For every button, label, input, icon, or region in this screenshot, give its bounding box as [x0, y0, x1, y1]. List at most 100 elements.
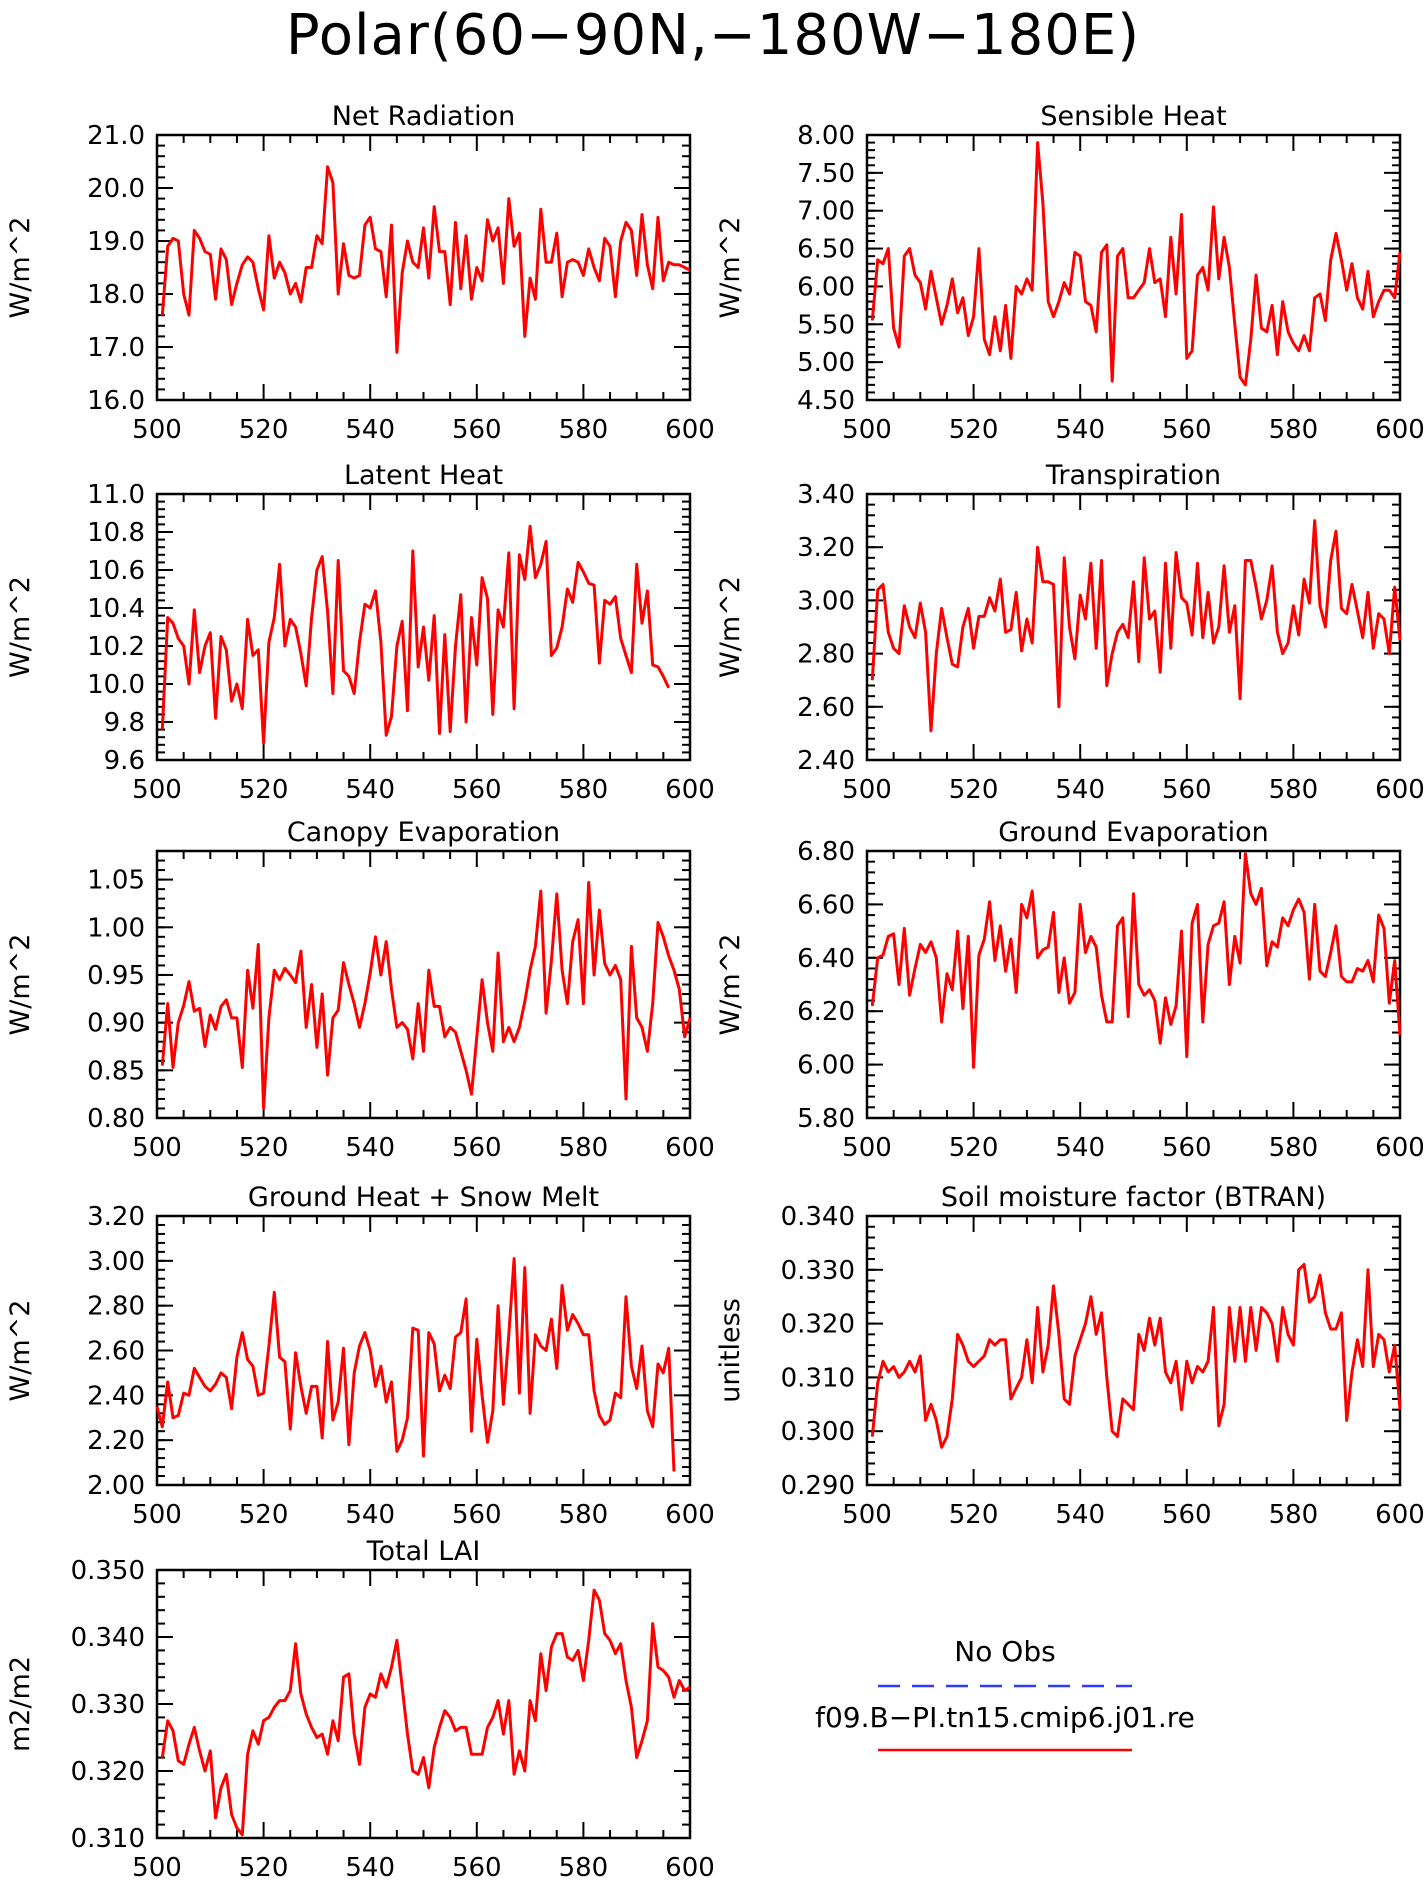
x-tick-label: 520 — [239, 1133, 289, 1163]
chart-panel-9: Total LAI m2/m2 500 520 540 560 580 600 0.310 0.3… — [5, 1536, 715, 1883]
x-tick-label: 540 — [1055, 1500, 1105, 1530]
x-tick-label: 540 — [345, 415, 395, 445]
y-tick-label: 0.330 — [781, 1256, 855, 1286]
y-axis-label: W/m^2 — [5, 576, 36, 678]
x-tick-label: 560 — [452, 775, 502, 805]
y-tick-label: 3.00 — [87, 1247, 145, 1277]
legend-obs-label: No Obs — [954, 1635, 1055, 1668]
legend-model-label: f09.B−PI.tn15.cmip6.j01.re — [815, 1701, 1195, 1734]
x-tick-label: 600 — [665, 1500, 715, 1530]
x-tick-label: 580 — [559, 1853, 609, 1883]
x-tick-label: 580 — [1269, 1500, 1319, 1530]
x-tick-label: 600 — [665, 415, 715, 445]
x-tick-label: 540 — [1055, 415, 1105, 445]
chart-title: Net Radiation — [332, 101, 516, 132]
x-tick-label: 500 — [132, 775, 182, 805]
y-tick-label: 10.4 — [87, 594, 145, 624]
x-tick-label: 600 — [1375, 1500, 1425, 1530]
x-tick-label: 580 — [1269, 1133, 1319, 1163]
x-tick-label: 560 — [452, 1500, 502, 1530]
y-tick-label: 2.40 — [87, 1381, 145, 1411]
x-tick-label: 540 — [345, 1500, 395, 1530]
y-tick-label: 0.340 — [71, 1623, 145, 1653]
y-tick-label: 3.20 — [87, 1202, 145, 1232]
x-tick-label: 580 — [1269, 775, 1319, 805]
y-tick-label: 6.50 — [797, 235, 855, 265]
x-tick-label: 600 — [1375, 775, 1425, 805]
y-tick-label: 6.60 — [797, 890, 855, 920]
y-axis-label: W/m^2 — [715, 217, 746, 319]
series-line — [870, 141, 1402, 387]
series-line — [870, 852, 1402, 1069]
y-tick-label: 7.50 — [797, 159, 855, 189]
x-tick-label: 520 — [239, 775, 289, 805]
y-tick-label: 9.8 — [104, 708, 145, 738]
y-tick-label: 0.320 — [71, 1757, 145, 1787]
y-axis-label: W/m^2 — [5, 934, 36, 1036]
y-tick-label: 6.80 — [797, 837, 855, 867]
y-tick-label: 3.40 — [797, 480, 855, 510]
chart-panel-7: Ground Heat + Snow Melt W/m^2 500 520 540 560… — [5, 1182, 715, 1530]
y-tick-label: 0.310 — [781, 1363, 855, 1393]
y-tick-label: 2.60 — [87, 1337, 145, 1367]
x-tick-label: 600 — [1375, 1133, 1425, 1163]
y-tick-label: 0.330 — [71, 1690, 145, 1720]
chart-title: Latent Heat — [344, 460, 503, 491]
chart-title: Transpiration — [1045, 460, 1221, 491]
page-title: Polar(60−90N,−180W−180E) — [285, 3, 1141, 68]
chart-panel-1: Net Radiation W/m^2 500 520 540 560 580 600 16.0… — [5, 101, 715, 445]
y-tick-label: 0.290 — [781, 1471, 855, 1501]
y-tick-label: 0.320 — [781, 1310, 855, 1340]
y-tick-label: 8.00 — [797, 121, 855, 151]
series-line — [160, 524, 671, 745]
y-tick-label: 20.0 — [87, 174, 145, 204]
x-tick-label: 500 — [132, 415, 182, 445]
plot-frame — [155, 133, 692, 402]
x-tick-label: 500 — [842, 1500, 892, 1530]
y-tick-label: 2.20 — [87, 1426, 145, 1456]
y-tick-label: 16.0 — [87, 386, 145, 416]
y-tick-label: 1.05 — [87, 866, 145, 896]
x-tick-label: 580 — [559, 1133, 609, 1163]
x-tick-label: 500 — [842, 775, 892, 805]
x-tick-label: 560 — [452, 1853, 502, 1883]
y-tick-label: 0.300 — [781, 1417, 855, 1447]
x-tick-label: 580 — [1269, 415, 1319, 445]
y-tick-label: 3.00 — [797, 586, 855, 616]
y-tick-label: 0.350 — [71, 1556, 145, 1586]
legend: No Obs f09.B−PI.tn15.cmip6.j01.re — [815, 1635, 1195, 1752]
plot-frame — [155, 1568, 692, 1840]
x-tick-label: 540 — [1055, 1133, 1105, 1163]
y-tick-label: 0.340 — [781, 1202, 855, 1232]
x-tick-label: 540 — [345, 775, 395, 805]
x-tick-label: 600 — [665, 1133, 715, 1163]
y-tick-label: 9.6 — [104, 746, 145, 776]
x-tick-label: 580 — [559, 1500, 609, 1530]
chart-title: Total LAI — [366, 1536, 481, 1567]
y-tick-label: 6.00 — [797, 1051, 855, 1081]
x-tick-label: 580 — [559, 415, 609, 445]
x-tick-label: 560 — [1162, 415, 1212, 445]
chart-panel-2: Sensible Heat W/m^2 500 520 540 560 580 600 4.50… — [715, 101, 1425, 445]
plot-frame — [155, 849, 692, 1120]
y-tick-label: 10.8 — [87, 518, 145, 548]
x-tick-label: 500 — [842, 1133, 892, 1163]
chart-title: Ground Evaporation — [998, 817, 1269, 848]
y-axis-label: W/m^2 — [5, 217, 36, 319]
y-tick-label: 7.00 — [797, 197, 855, 227]
y-axis-label: m2/m2 — [5, 1656, 36, 1752]
x-tick-label: 500 — [842, 415, 892, 445]
y-tick-label: 5.00 — [797, 348, 855, 378]
y-tick-label: 0.80 — [87, 1104, 145, 1134]
y-tick-label: 10.6 — [87, 556, 145, 586]
plot-frame — [865, 133, 1402, 402]
chart-panel-5: Canopy Evaporation W/m^2 500 520 540 560 580 60… — [5, 817, 715, 1163]
x-tick-label: 520 — [949, 1500, 999, 1530]
y-tick-label: 2.80 — [797, 640, 855, 670]
y-tick-label: 5.80 — [797, 1104, 855, 1134]
x-tick-label: 560 — [452, 1133, 502, 1163]
y-tick-label: 2.80 — [87, 1292, 145, 1322]
x-tick-label: 540 — [345, 1133, 395, 1163]
y-tick-label: 18.0 — [87, 280, 145, 310]
